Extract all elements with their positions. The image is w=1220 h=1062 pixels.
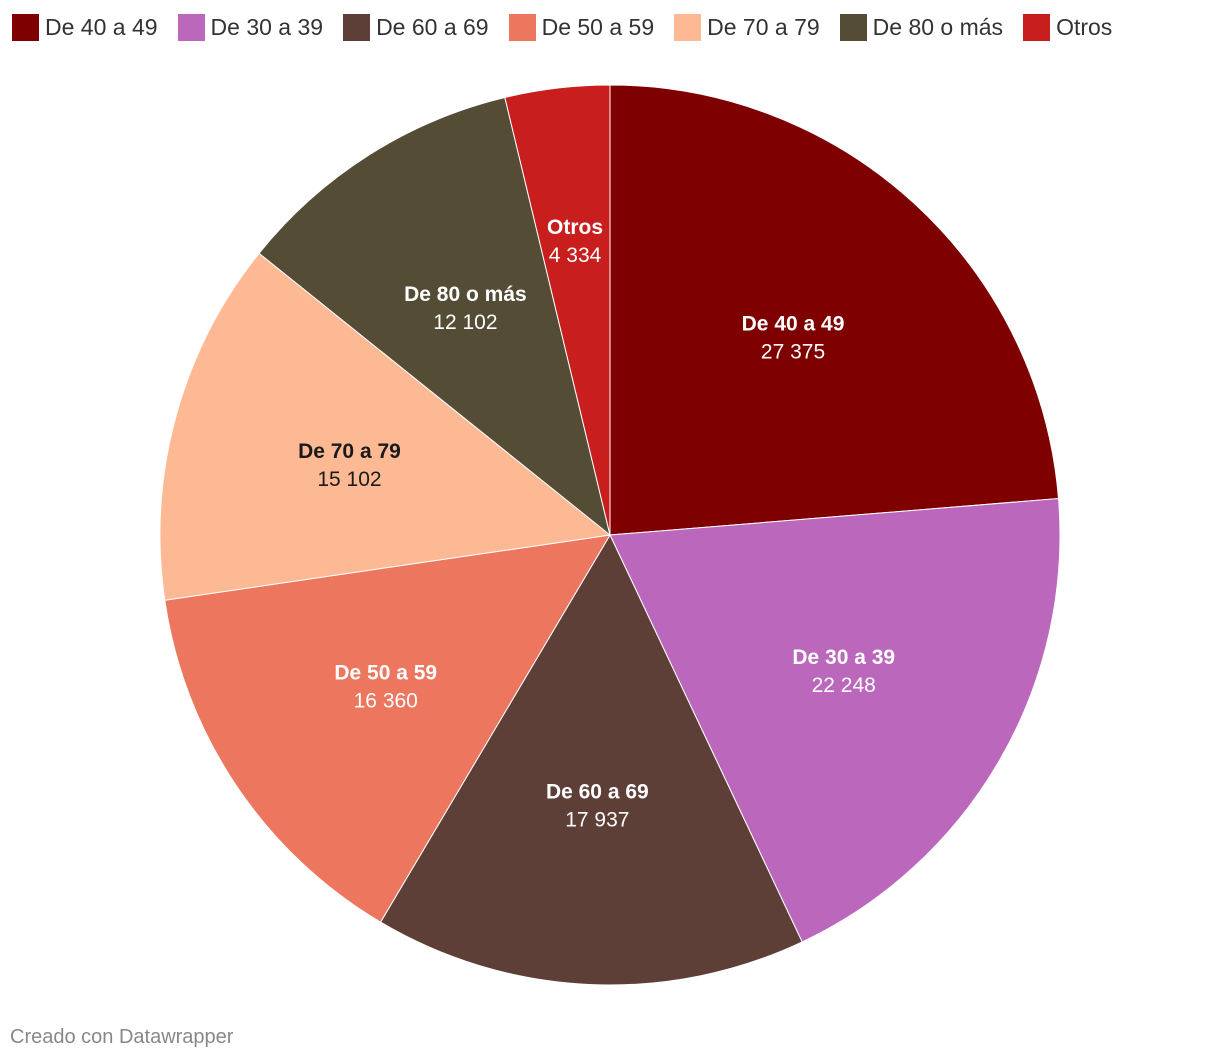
slice-value-label: 15 102 xyxy=(317,468,381,491)
legend-item: De 30 a 39 xyxy=(177,12,324,42)
slice-value-label: 27 375 xyxy=(761,341,825,364)
legend-label: De 30 a 39 xyxy=(210,14,324,40)
slice-label: De 30 a 39 22 248 xyxy=(792,646,895,697)
pie-slice xyxy=(159,252,612,601)
slice-category-label: De 30 a 39 xyxy=(792,646,895,669)
slice-category-label: De 80 o más xyxy=(404,283,527,306)
legend-label: Otros xyxy=(1056,14,1113,40)
legend-swatch xyxy=(508,13,536,41)
legend-label: De 80 o más xyxy=(872,14,1004,40)
slice-value-label: 22 248 xyxy=(812,674,876,697)
slice-label: De 50 a 59 16 360 xyxy=(334,661,437,712)
slice-value-label: 4 334 xyxy=(549,244,602,267)
legend-item: Otros xyxy=(1023,12,1112,42)
legend-swatch xyxy=(1023,13,1051,41)
slice-label: De 80 o más 12 102 xyxy=(404,283,527,334)
slice-value-label: 16 360 xyxy=(354,689,418,712)
legend-label: De 70 a 79 xyxy=(707,14,820,40)
legend-label: De 60 a 69 xyxy=(376,14,489,40)
credit-footer: Creado con Datawrapper xyxy=(10,1026,234,1048)
legend-item: De 60 a 69 xyxy=(343,12,489,42)
legend-swatch xyxy=(674,13,702,41)
pie-slice xyxy=(609,84,1060,536)
legend-item: De 80 o más xyxy=(839,12,1004,42)
legend-item: De 70 a 79 xyxy=(674,12,820,42)
legend-item: De 40 a 49 xyxy=(12,12,158,42)
pie-chart: De 40 a 49 27 375 De 30 a 39 22 248 De 60 a … xyxy=(159,84,1061,986)
legend-swatch xyxy=(839,13,867,41)
legend-label: De 50 a 59 xyxy=(541,14,655,40)
slice-category-label: De 40 a 49 xyxy=(742,313,845,336)
legend-item: De 50 a 59 xyxy=(508,12,655,42)
pie-slice xyxy=(379,533,803,986)
slice-value-label: 17 937 xyxy=(565,809,629,832)
pie-slice xyxy=(258,96,611,537)
pie-slice xyxy=(504,84,611,536)
slice-label: De 60 a 69 17 937 xyxy=(546,781,649,832)
slice-label: Otros 4 334 xyxy=(547,216,603,267)
pie-slice xyxy=(609,498,1061,943)
slice-category-label: De 50 a 59 xyxy=(334,661,437,684)
legend-swatch xyxy=(343,13,371,41)
slice-category-label: Otros xyxy=(547,216,603,239)
slice-category-label: De 60 a 69 xyxy=(546,781,649,804)
legend-label: De 40 a 49 xyxy=(45,14,158,40)
legend-swatch xyxy=(12,13,39,41)
slice-label: De 40 a 49 27 375 xyxy=(742,313,845,364)
pie-slice xyxy=(164,534,611,923)
slice-category-label: De 70 a 79 xyxy=(298,440,401,463)
slice-value-label: 12 102 xyxy=(433,311,497,334)
chart-legend: De 40 a 49 De 30 a 39 De 60 a 69 De 50 a 59… xyxy=(12,12,1132,42)
slice-label: De 70 a 79 15 102 xyxy=(298,440,401,491)
legend-swatch xyxy=(177,13,205,41)
